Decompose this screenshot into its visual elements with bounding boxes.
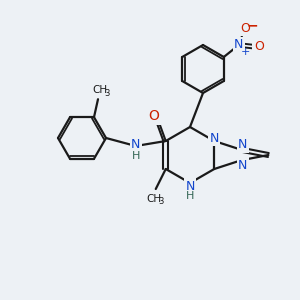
Text: −: − [247, 18, 259, 32]
Text: N: N [238, 138, 248, 151]
Text: H: H [186, 191, 194, 201]
Text: CH: CH [92, 85, 108, 95]
Text: O: O [240, 22, 250, 34]
Text: N: N [234, 38, 244, 52]
Text: CH: CH [146, 194, 161, 204]
Text: N: N [131, 137, 140, 151]
Text: 3: 3 [158, 197, 164, 206]
Text: O: O [254, 40, 264, 53]
Text: 3: 3 [104, 89, 110, 98]
Text: H: H [132, 151, 140, 161]
Text: +: + [241, 47, 250, 57]
Text: N: N [185, 179, 195, 193]
Text: N: N [238, 159, 248, 172]
Text: O: O [148, 109, 159, 123]
Text: N: N [210, 131, 219, 145]
